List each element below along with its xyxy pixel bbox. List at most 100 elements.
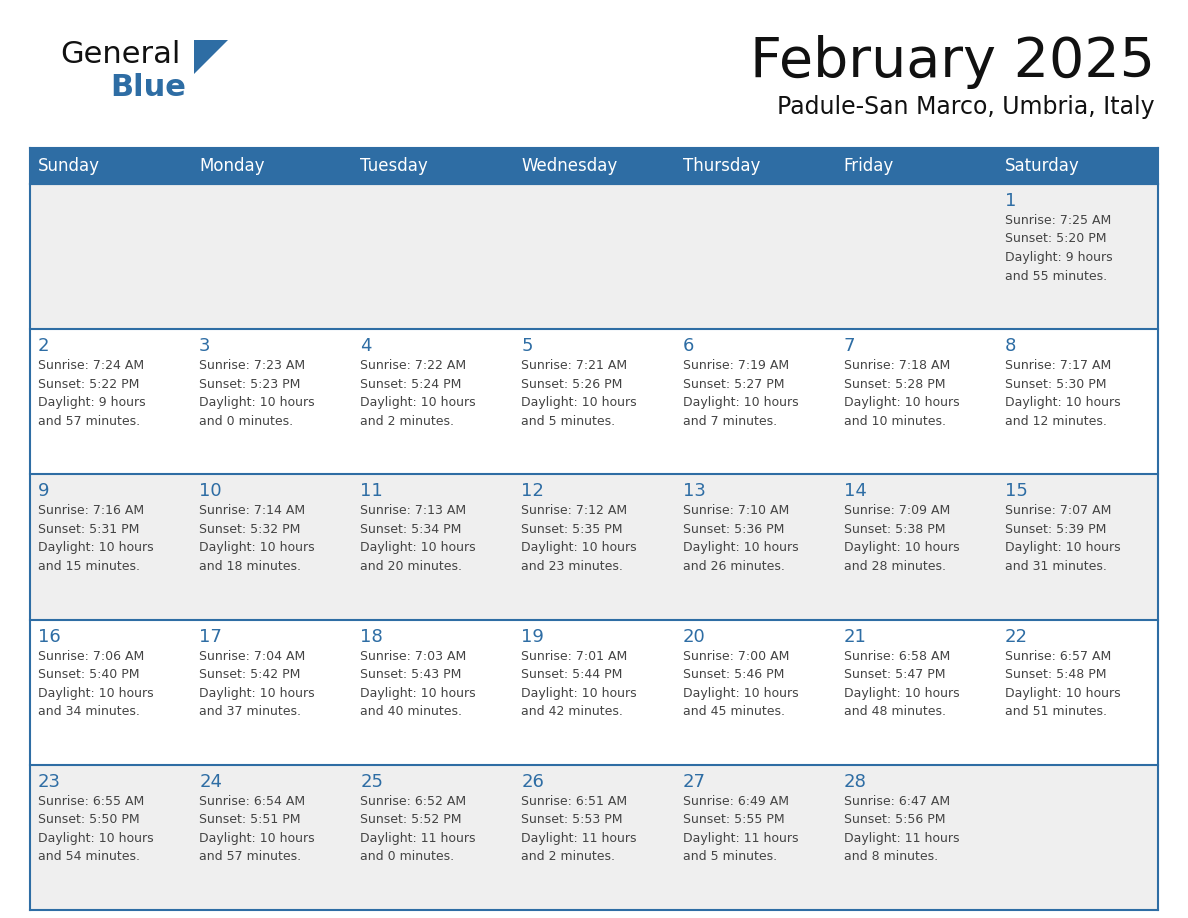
Text: 15: 15 — [1005, 482, 1028, 500]
Bar — [835, 765, 997, 910]
Bar — [353, 620, 513, 765]
Text: Sunrise: 7:12 AM
Sunset: 5:35 PM
Daylight: 10 hours
and 23 minutes.: Sunrise: 7:12 AM Sunset: 5:35 PM Dayligh… — [522, 504, 637, 573]
Bar — [835, 620, 997, 765]
Bar — [513, 330, 675, 475]
Bar — [675, 475, 835, 620]
Text: Sunrise: 7:23 AM
Sunset: 5:23 PM
Daylight: 10 hours
and 0 minutes.: Sunrise: 7:23 AM Sunset: 5:23 PM Dayligh… — [200, 359, 315, 428]
Text: Sunrise: 7:19 AM
Sunset: 5:27 PM
Daylight: 10 hours
and 7 minutes.: Sunrise: 7:19 AM Sunset: 5:27 PM Dayligh… — [683, 359, 798, 428]
Text: 16: 16 — [38, 628, 61, 645]
Text: Tuesday: Tuesday — [360, 157, 428, 175]
Bar — [675, 620, 835, 765]
Text: Blue: Blue — [110, 73, 185, 102]
Text: Sunrise: 7:21 AM
Sunset: 5:26 PM
Daylight: 10 hours
and 5 minutes.: Sunrise: 7:21 AM Sunset: 5:26 PM Dayligh… — [522, 359, 637, 428]
Text: 19: 19 — [522, 628, 544, 645]
Text: 1: 1 — [1005, 192, 1016, 210]
Text: Sunday: Sunday — [38, 157, 100, 175]
Text: 22: 22 — [1005, 628, 1028, 645]
Text: Sunrise: 7:18 AM
Sunset: 5:28 PM
Daylight: 10 hours
and 10 minutes.: Sunrise: 7:18 AM Sunset: 5:28 PM Dayligh… — [843, 359, 960, 428]
Text: Wednesday: Wednesday — [522, 157, 618, 175]
Text: 25: 25 — [360, 773, 384, 790]
Bar — [191, 330, 353, 475]
Bar — [30, 620, 191, 765]
Text: Sunrise: 7:06 AM
Sunset: 5:40 PM
Daylight: 10 hours
and 34 minutes.: Sunrise: 7:06 AM Sunset: 5:40 PM Dayligh… — [38, 650, 153, 718]
Text: 5: 5 — [522, 337, 533, 355]
Bar — [30, 765, 191, 910]
Text: Sunrise: 6:55 AM
Sunset: 5:50 PM
Daylight: 10 hours
and 54 minutes.: Sunrise: 6:55 AM Sunset: 5:50 PM Dayligh… — [38, 795, 153, 863]
Text: Sunrise: 7:13 AM
Sunset: 5:34 PM
Daylight: 10 hours
and 20 minutes.: Sunrise: 7:13 AM Sunset: 5:34 PM Dayligh… — [360, 504, 476, 573]
Text: Sunrise: 7:07 AM
Sunset: 5:39 PM
Daylight: 10 hours
and 31 minutes.: Sunrise: 7:07 AM Sunset: 5:39 PM Dayligh… — [1005, 504, 1120, 573]
Text: Sunrise: 7:04 AM
Sunset: 5:42 PM
Daylight: 10 hours
and 37 minutes.: Sunrise: 7:04 AM Sunset: 5:42 PM Dayligh… — [200, 650, 315, 718]
Polygon shape — [194, 40, 228, 74]
Text: 14: 14 — [843, 482, 866, 500]
Text: Sunrise: 6:54 AM
Sunset: 5:51 PM
Daylight: 10 hours
and 57 minutes.: Sunrise: 6:54 AM Sunset: 5:51 PM Dayligh… — [200, 795, 315, 863]
Text: Sunrise: 6:52 AM
Sunset: 5:52 PM
Daylight: 11 hours
and 0 minutes.: Sunrise: 6:52 AM Sunset: 5:52 PM Dayligh… — [360, 795, 475, 863]
Text: Sunrise: 7:24 AM
Sunset: 5:22 PM
Daylight: 9 hours
and 57 minutes.: Sunrise: 7:24 AM Sunset: 5:22 PM Dayligh… — [38, 359, 146, 428]
Text: Sunrise: 6:49 AM
Sunset: 5:55 PM
Daylight: 11 hours
and 5 minutes.: Sunrise: 6:49 AM Sunset: 5:55 PM Dayligh… — [683, 795, 798, 863]
Text: Sunrise: 7:25 AM
Sunset: 5:20 PM
Daylight: 9 hours
and 55 minutes.: Sunrise: 7:25 AM Sunset: 5:20 PM Dayligh… — [1005, 214, 1112, 283]
Text: Sunrise: 6:58 AM
Sunset: 5:47 PM
Daylight: 10 hours
and 48 minutes.: Sunrise: 6:58 AM Sunset: 5:47 PM Dayligh… — [843, 650, 960, 718]
Bar — [191, 475, 353, 620]
Text: Sunrise: 7:09 AM
Sunset: 5:38 PM
Daylight: 10 hours
and 28 minutes.: Sunrise: 7:09 AM Sunset: 5:38 PM Dayligh… — [843, 504, 960, 573]
Text: 10: 10 — [200, 482, 222, 500]
Bar — [353, 765, 513, 910]
Text: Saturday: Saturday — [1005, 157, 1080, 175]
Text: Sunrise: 7:14 AM
Sunset: 5:32 PM
Daylight: 10 hours
and 18 minutes.: Sunrise: 7:14 AM Sunset: 5:32 PM Dayligh… — [200, 504, 315, 573]
Bar — [997, 184, 1158, 330]
Text: February 2025: February 2025 — [750, 35, 1155, 89]
Bar — [997, 620, 1158, 765]
Text: 23: 23 — [38, 773, 61, 790]
Bar — [191, 765, 353, 910]
Text: 4: 4 — [360, 337, 372, 355]
Text: 2: 2 — [38, 337, 50, 355]
Bar — [997, 330, 1158, 475]
Bar — [997, 765, 1158, 910]
Text: 8: 8 — [1005, 337, 1016, 355]
Text: 7: 7 — [843, 337, 855, 355]
Bar — [30, 184, 191, 330]
Bar — [513, 475, 675, 620]
Bar — [30, 148, 1158, 184]
Bar — [675, 184, 835, 330]
Bar — [835, 184, 997, 330]
Text: General: General — [61, 40, 181, 69]
Text: 24: 24 — [200, 773, 222, 790]
Bar — [353, 330, 513, 475]
Text: Sunrise: 6:51 AM
Sunset: 5:53 PM
Daylight: 11 hours
and 2 minutes.: Sunrise: 6:51 AM Sunset: 5:53 PM Dayligh… — [522, 795, 637, 863]
Text: Friday: Friday — [843, 157, 893, 175]
Text: Sunrise: 7:16 AM
Sunset: 5:31 PM
Daylight: 10 hours
and 15 minutes.: Sunrise: 7:16 AM Sunset: 5:31 PM Dayligh… — [38, 504, 153, 573]
Text: 13: 13 — [683, 482, 706, 500]
Bar — [30, 475, 191, 620]
Text: Padule-San Marco, Umbria, Italy: Padule-San Marco, Umbria, Italy — [777, 95, 1155, 119]
Bar — [835, 330, 997, 475]
Bar — [353, 184, 513, 330]
Text: 17: 17 — [200, 628, 222, 645]
Bar — [513, 765, 675, 910]
Text: 21: 21 — [843, 628, 866, 645]
Bar — [191, 620, 353, 765]
Text: 9: 9 — [38, 482, 50, 500]
Bar — [675, 765, 835, 910]
Bar — [353, 475, 513, 620]
Text: 3: 3 — [200, 337, 210, 355]
Text: 11: 11 — [360, 482, 383, 500]
Text: Sunrise: 7:00 AM
Sunset: 5:46 PM
Daylight: 10 hours
and 45 minutes.: Sunrise: 7:00 AM Sunset: 5:46 PM Dayligh… — [683, 650, 798, 718]
Text: 18: 18 — [360, 628, 383, 645]
Text: Sunrise: 7:17 AM
Sunset: 5:30 PM
Daylight: 10 hours
and 12 minutes.: Sunrise: 7:17 AM Sunset: 5:30 PM Dayligh… — [1005, 359, 1120, 428]
Text: Sunrise: 7:01 AM
Sunset: 5:44 PM
Daylight: 10 hours
and 42 minutes.: Sunrise: 7:01 AM Sunset: 5:44 PM Dayligh… — [522, 650, 637, 718]
Text: Sunrise: 6:57 AM
Sunset: 5:48 PM
Daylight: 10 hours
and 51 minutes.: Sunrise: 6:57 AM Sunset: 5:48 PM Dayligh… — [1005, 650, 1120, 718]
Bar — [513, 620, 675, 765]
Text: 28: 28 — [843, 773, 866, 790]
Bar — [30, 330, 191, 475]
Bar — [191, 184, 353, 330]
Bar — [513, 184, 675, 330]
Text: Sunrise: 6:47 AM
Sunset: 5:56 PM
Daylight: 11 hours
and 8 minutes.: Sunrise: 6:47 AM Sunset: 5:56 PM Dayligh… — [843, 795, 959, 863]
Text: Thursday: Thursday — [683, 157, 760, 175]
Bar — [997, 475, 1158, 620]
Text: 27: 27 — [683, 773, 706, 790]
Text: Sunrise: 7:10 AM
Sunset: 5:36 PM
Daylight: 10 hours
and 26 minutes.: Sunrise: 7:10 AM Sunset: 5:36 PM Dayligh… — [683, 504, 798, 573]
Text: 12: 12 — [522, 482, 544, 500]
Text: 20: 20 — [683, 628, 706, 645]
Text: Sunrise: 7:22 AM
Sunset: 5:24 PM
Daylight: 10 hours
and 2 minutes.: Sunrise: 7:22 AM Sunset: 5:24 PM Dayligh… — [360, 359, 476, 428]
Text: 6: 6 — [683, 337, 694, 355]
Bar — [675, 330, 835, 475]
